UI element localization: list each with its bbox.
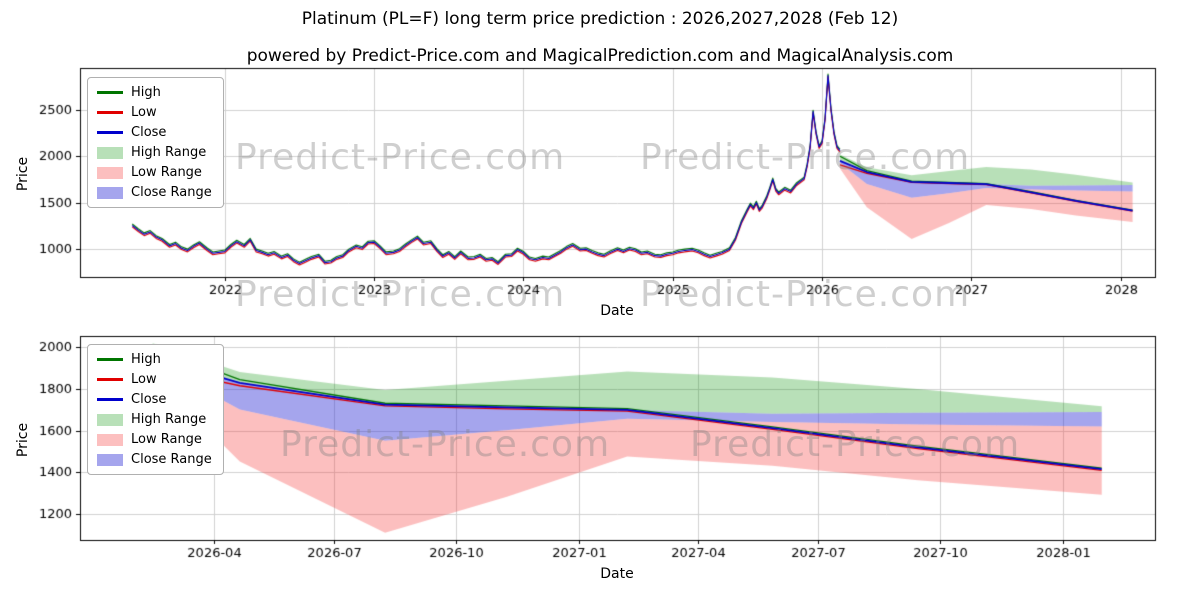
legend-label: Low Range [131,432,202,447]
bottom-y-axis-label: Price [15,422,32,458]
legend-entry-low: Low [97,372,212,387]
legend-label: Low Range [131,165,202,180]
legend-entry-high-range: High Range [97,412,212,427]
top-y-axis-label: Price [15,156,32,192]
watermark-text: Predict-Price.com [235,274,566,315]
legend-entry-low-range: Low Range [97,432,212,447]
legend-entry-close-range: Close Range [97,452,212,467]
bottom-chart-legend: High Low Close High Range Low Range Close Ran… [87,344,224,475]
legend-line-swatch [97,398,123,401]
legend-entry-close: Close [97,392,212,407]
legend-label: Close Range [131,452,212,467]
legend-label: Close Range [131,185,212,200]
legend-patch-swatch [97,433,123,446]
legend-label: High [131,352,161,367]
legend-patch-swatch [97,186,123,199]
legend-patch-swatch [97,146,123,159]
legend-label: High [131,85,161,100]
legend-entry-high-range: High Range [97,145,212,160]
legend-line-swatch [97,358,123,361]
chart-subtitle: powered by Predict-Price.com and Magical… [246,46,954,66]
legend-entry-high: High [97,352,212,367]
watermark-text: Predict-Price.com [280,424,611,465]
legend-line-swatch [97,131,123,134]
legend-entry-high: High [97,85,212,100]
watermark-text: Predict-Price.com [640,274,971,315]
chart-title: Platinum (PL=F) long term price predicti… [301,9,899,29]
legend-line-swatch [97,378,123,381]
legend-label: High Range [131,145,207,160]
legend-label: Close [131,392,167,407]
watermark-text: Predict-Price.com [235,137,566,178]
top-chart-legend: High Low Close High Range Low Range Close Ran… [87,77,224,208]
legend-line-swatch [97,91,123,94]
watermark-text: Predict-Price.com [640,137,971,178]
legend-entry-close: Close [97,125,212,140]
top-x-axis-label: Date [600,303,634,319]
watermark-text: Predict-Price.com [690,424,1021,465]
legend-label: Low [131,372,157,387]
legend-label: High Range [131,412,207,427]
legend-patch-swatch [97,453,123,466]
legend-label: Low [131,105,157,120]
legend-patch-swatch [97,413,123,426]
legend-label: Close [131,125,167,140]
legend-line-swatch [97,111,123,114]
legend-entry-low-range: Low Range [97,165,212,180]
legend-patch-swatch [97,166,123,179]
bottom-x-axis-label: Date [600,566,634,582]
legend-entry-low: Low [97,105,212,120]
legend-entry-close-range: Close Range [97,185,212,200]
